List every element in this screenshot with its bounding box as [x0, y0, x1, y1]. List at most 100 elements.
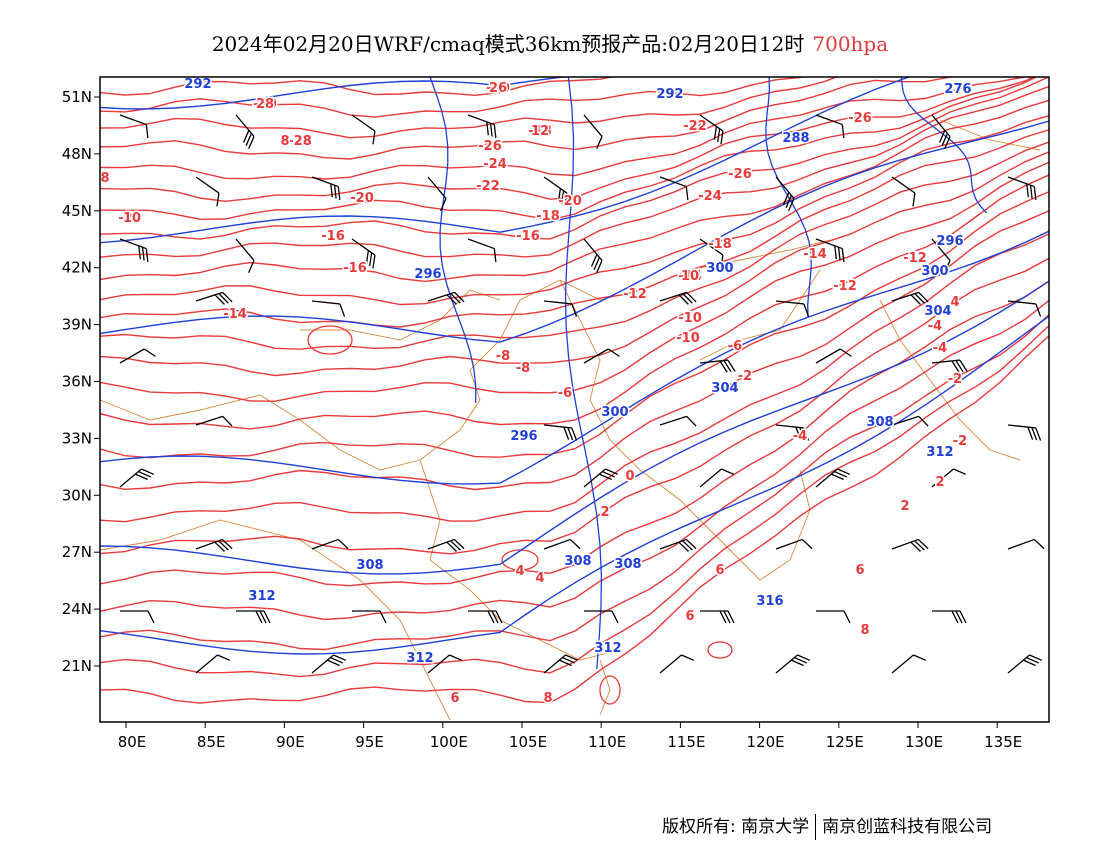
- lat-tick-label: 42N: [62, 259, 92, 277]
- height-label: 308: [564, 554, 591, 569]
- lat-tick-label: 36N: [62, 373, 92, 391]
- temperature-label: -18: [536, 209, 560, 224]
- temperature-contour-loop: [501, 549, 539, 571]
- height-label: 312: [406, 651, 433, 666]
- latitude-axis: 51N 48N 45N 42N 39N 36N 33N 30N 27N 24N 21N: [62, 88, 100, 675]
- height-contour: [765, 77, 812, 318]
- height-contour: [100, 280, 1049, 575]
- wind-barb: [775, 300, 810, 317]
- wind-barb: [235, 114, 255, 150]
- wind-barb: [311, 538, 349, 550]
- height-label: 296: [510, 429, 537, 444]
- wind-barb: [195, 538, 233, 552]
- temperature-label: -26: [728, 167, 752, 182]
- temperature-label: -20: [558, 194, 582, 209]
- temperature-contour: [100, 233, 1049, 523]
- wind-barb: [1007, 424, 1042, 441]
- wind-barbs: [119, 114, 1045, 674]
- wind-barb: [543, 424, 578, 441]
- boundary-line: [100, 519, 451, 721]
- temperature-label: 26: [489, 81, 507, 96]
- wind-barb: [120, 610, 155, 624]
- lon-tick-label: 135E: [984, 733, 1022, 751]
- temperature-contour: [100, 115, 1049, 306]
- wind-barb: [119, 468, 155, 488]
- wind-barb: [427, 654, 463, 674]
- wind-barb: [932, 610, 967, 624]
- temperature-label: -6: [728, 339, 742, 354]
- temperature-label: -4: [793, 429, 807, 444]
- lon-tick-label: 85E: [197, 733, 226, 751]
- temperature-contour-loop: [707, 641, 733, 659]
- temperature-label: -2: [738, 369, 752, 384]
- temperature-label: -22: [683, 119, 707, 134]
- temperature-contour: [100, 313, 1049, 651]
- wind-barb: [815, 468, 851, 488]
- lon-tick-label: 80E: [118, 733, 147, 751]
- boundary-line: [559, 279, 811, 581]
- plot-area: -30-30-30-28-28 -26-26-26-24-24-22-22-20-…: [100, 77, 1049, 721]
- wind-barb: [351, 238, 376, 269]
- height-contour: [100, 315, 1049, 655]
- temperature-contour: [100, 77, 1027, 180]
- temperature-contour: [100, 77, 954, 160]
- wind-barb: [815, 238, 845, 262]
- temperature-contour: [100, 151, 1049, 377]
- longitude-axis: 80E 85E 90E 95E 100E 105E 110E 115E 120E 125E 130E…: [118, 722, 1022, 751]
- lon-tick-label: 90E: [276, 733, 305, 751]
- wind-barb: [119, 114, 149, 138]
- temperature-label: -20: [350, 191, 374, 206]
- wind-barb: [931, 359, 968, 373]
- temperature-label: -8: [516, 361, 530, 376]
- temperature-label: 6: [855, 563, 864, 578]
- lat-tick-label: 51N: [62, 88, 92, 106]
- wind-barb: [543, 654, 579, 674]
- height-label: 312: [926, 445, 953, 460]
- wind-barb: [543, 176, 568, 207]
- wind-barb: [659, 654, 695, 674]
- lat-tick-label: 21N: [62, 657, 92, 675]
- temperature-contour: [100, 77, 1038, 221]
- wind-barb: [775, 424, 810, 441]
- title-main: 2024年02月20日WRF/cmaq模式36km预报产品:02月20日12时: [211, 32, 805, 56]
- height-contour: [429, 77, 477, 403]
- wind-barb: [1007, 538, 1045, 550]
- height-label: 292: [184, 77, 211, 92]
- wind-barb: [543, 300, 578, 317]
- temperature-label: 0: [625, 469, 634, 484]
- temperature-label: 8: [280, 134, 289, 149]
- temperature-contour: [100, 77, 1035, 203]
- height-label: 300: [921, 264, 948, 279]
- wind-barb: [311, 300, 346, 317]
- lat-tick-label: 48N: [62, 145, 92, 163]
- height-contours: [100, 77, 1049, 669]
- height-label: 316: [756, 594, 783, 609]
- height-label: 312: [248, 589, 275, 604]
- lon-tick-label: 105E: [509, 733, 547, 751]
- wind-barb: [931, 468, 967, 488]
- height-label: 312: [594, 641, 621, 656]
- temperature-contour: [100, 77, 807, 118]
- temperature-label: 8: [543, 691, 552, 706]
- temperature-label: -10: [678, 311, 702, 326]
- wind-barb: [891, 291, 929, 305]
- boundary-line: [300, 289, 501, 341]
- wind-barb: [891, 538, 929, 552]
- wind-barb: [659, 538, 697, 552]
- wind-barb: [891, 415, 929, 427]
- boundary-line: [879, 299, 1021, 461]
- boundary-line: [699, 269, 821, 361]
- wind-barb: [699, 238, 724, 269]
- temperature-label: -14: [678, 269, 702, 284]
- height-contour: [900, 77, 987, 214]
- wind-barb: [195, 415, 233, 427]
- wind-barb: [659, 291, 697, 305]
- wind-barb: [468, 610, 503, 624]
- boundary-line: [599, 659, 611, 716]
- wind-barb: [775, 176, 795, 212]
- temperature-label: 2: [900, 499, 909, 514]
- temperature-label: -26: [478, 139, 502, 154]
- wind-barb: [891, 176, 916, 207]
- temperature-contour: [100, 77, 1049, 240]
- temperature-label: -28: [528, 124, 552, 139]
